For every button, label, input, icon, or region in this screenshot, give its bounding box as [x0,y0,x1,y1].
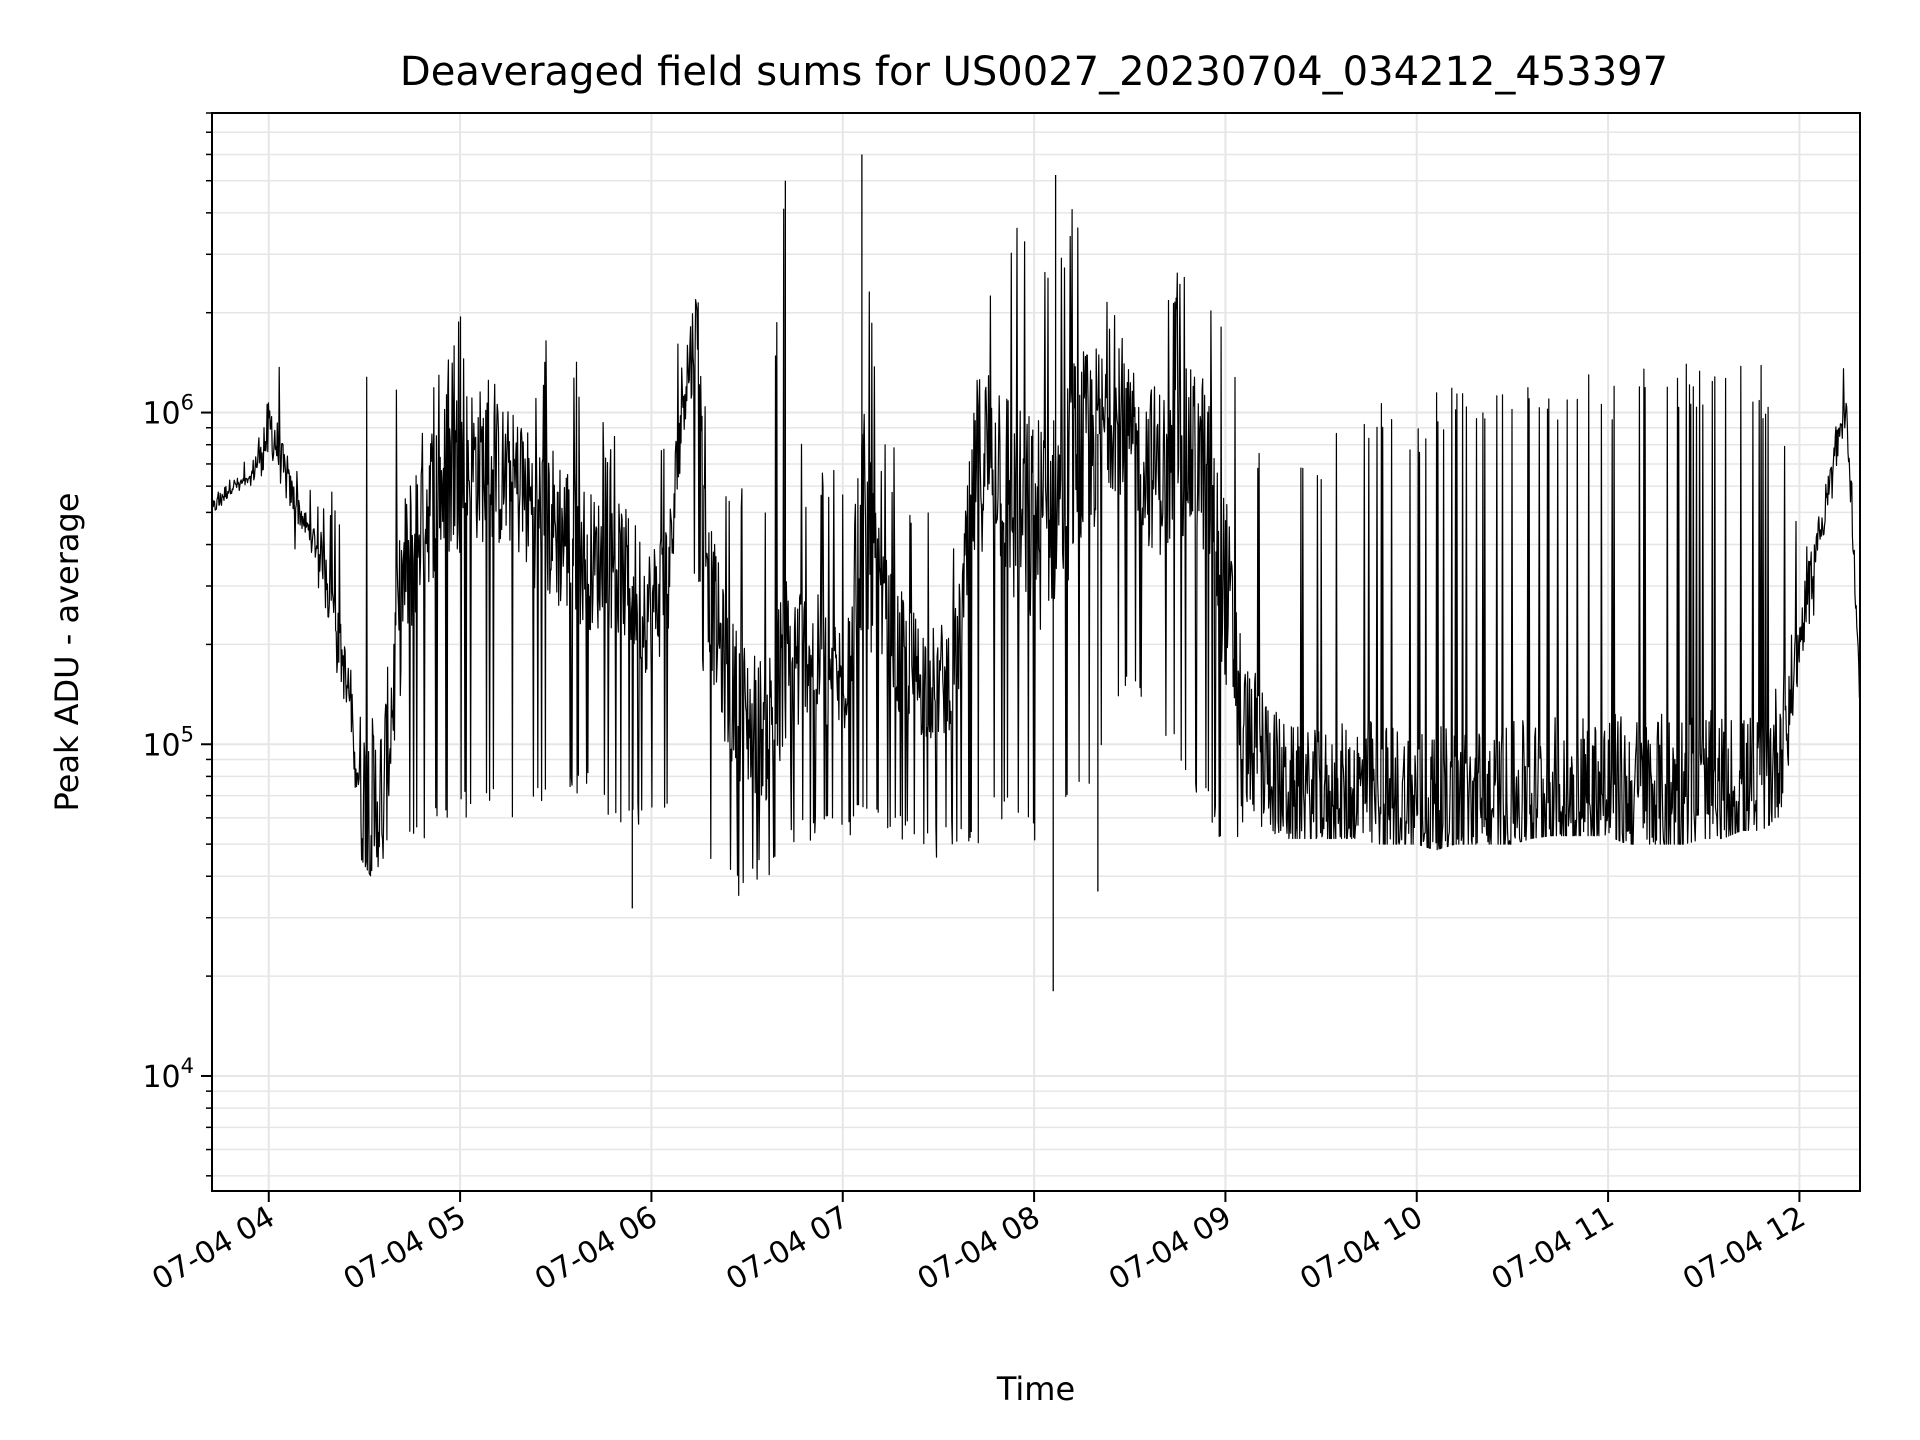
chart-title: Deaveraged field sums for US0027_2023070… [400,49,1668,95]
series-layer [212,154,1860,992]
y-tick-label: 105 [142,722,194,763]
y-axis: 104 105 106 [142,112,212,1177]
y-axis-label: Peak ADU - average [48,493,86,812]
y-tick-label: 104 [142,1054,194,1095]
series-line [212,208,1860,896]
y-tick-label: 106 [142,391,194,432]
plot-area [211,112,1861,1192]
x-axis-label: Time [996,1370,1075,1408]
